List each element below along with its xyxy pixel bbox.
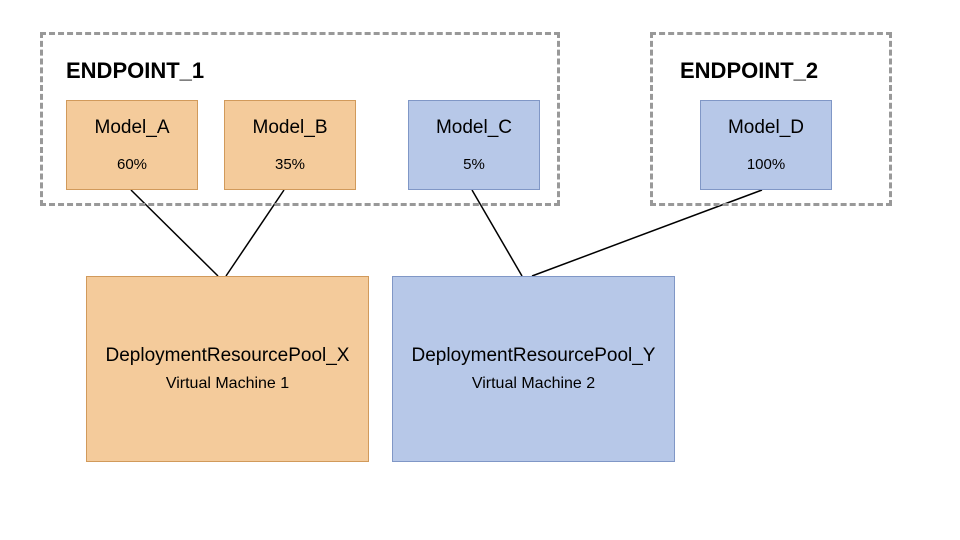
pool-x-sub: Virtual Machine 1	[166, 375, 289, 393]
pool-y-sub: Virtual Machine 2	[472, 375, 595, 393]
model-d-name: Model_D	[728, 117, 804, 139]
model-a-name: Model_A	[95, 117, 170, 139]
model-c-pct: 5%	[463, 156, 485, 173]
model-d-pct: 100%	[747, 156, 785, 173]
model-a-pct: 60%	[117, 156, 147, 173]
model-c: Model_C 5%	[408, 100, 540, 190]
model-d: Model_D 100%	[700, 100, 832, 190]
pool-y: DeploymentResourcePool_Y Virtual Machine …	[392, 276, 675, 462]
model-a: Model_A 60%	[66, 100, 198, 190]
model-c-name: Model_C	[436, 117, 512, 139]
model-b-name: Model_B	[253, 117, 328, 139]
pool-x-name: DeploymentResourcePool_X	[106, 345, 350, 367]
pool-x: DeploymentResourcePool_X Virtual Machine …	[86, 276, 369, 462]
model-b-pct: 35%	[275, 156, 305, 173]
endpoint-title-1: ENDPOINT_1	[66, 58, 204, 84]
pool-y-name: DeploymentResourcePool_Y	[412, 345, 656, 367]
diagram-root: ENDPOINT_1 ENDPOINT_2 Model_A 60% Model_B 35%…	[0, 0, 960, 540]
endpoint-title-2: ENDPOINT_2	[680, 58, 818, 84]
model-b: Model_B 35%	[224, 100, 356, 190]
